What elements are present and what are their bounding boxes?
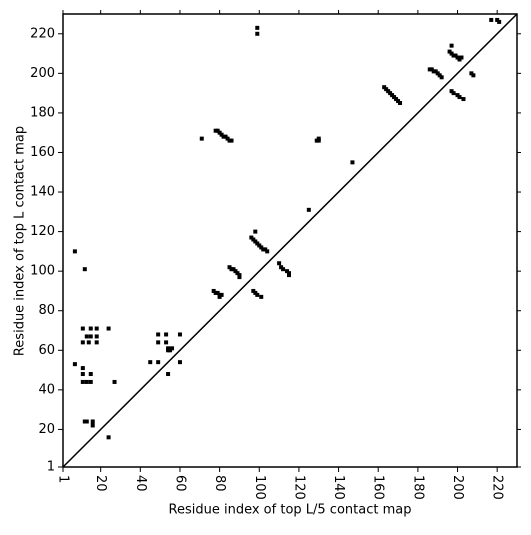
x-tick-label: 160 <box>371 475 386 500</box>
contact-point <box>166 346 171 351</box>
x-axis-label: Residue index of top L/5 contact map <box>169 503 412 518</box>
contact-point <box>72 249 77 254</box>
contact-point <box>497 19 502 24</box>
y-tick-label: 180 <box>30 105 55 120</box>
contact-point <box>106 326 111 331</box>
contact-point <box>88 372 93 377</box>
y-tick-label: 100 <box>30 264 55 279</box>
contact-point <box>94 334 99 339</box>
contact-point <box>88 379 93 384</box>
y-tick-label: 160 <box>30 145 55 160</box>
contact-point <box>287 273 292 278</box>
x-tick-label: 60 <box>172 475 187 492</box>
y-tick-label: 40 <box>38 382 55 397</box>
contact-point <box>459 55 464 60</box>
contact-point <box>451 91 456 96</box>
contact-point <box>106 435 111 440</box>
contact-point <box>156 360 161 365</box>
contact-point <box>449 43 454 48</box>
contact-point <box>156 340 161 345</box>
contact-point <box>84 334 89 339</box>
contact-point <box>457 95 462 100</box>
contact-point <box>255 31 260 36</box>
contact-point <box>166 372 171 377</box>
contact-point <box>80 372 85 377</box>
contact-point <box>199 136 204 141</box>
contact-point <box>461 97 466 102</box>
y-tick-label: 1 <box>47 460 55 475</box>
contact-point <box>259 294 264 299</box>
x-tick-label: 180 <box>410 475 425 500</box>
contact-point <box>156 332 161 337</box>
contact-point <box>80 326 85 331</box>
contact-point <box>80 379 85 384</box>
contact-point <box>148 360 153 365</box>
contact-point <box>439 75 444 80</box>
contact-point <box>88 334 93 339</box>
x-tick-label: 20 <box>93 475 108 492</box>
y-tick-label: 140 <box>30 185 55 200</box>
contact-point <box>94 340 99 345</box>
y-tick-label: 220 <box>30 26 55 41</box>
contact-point <box>90 423 95 428</box>
contact-point <box>86 340 91 345</box>
contact-point <box>177 332 182 337</box>
contact-point <box>350 160 355 165</box>
x-tick-label: 80 <box>212 475 227 492</box>
y-tick-label: 200 <box>30 66 55 81</box>
contact-point <box>112 379 117 384</box>
y-axis-label: Residue index of top L contact map <box>13 126 28 356</box>
contact-point <box>72 362 77 367</box>
contact-point <box>170 346 175 351</box>
contact-point <box>177 360 182 365</box>
contact-point <box>398 101 403 106</box>
contact-point <box>164 332 169 337</box>
x-tick-label: 100 <box>252 475 267 500</box>
contact-point <box>94 326 99 331</box>
contact-point <box>281 267 286 272</box>
y-tick-label: 80 <box>38 303 55 318</box>
contact-point <box>471 73 476 78</box>
contact-point <box>90 419 95 424</box>
contact-point <box>489 17 494 22</box>
contact-point <box>265 249 270 254</box>
contact-point <box>316 136 321 141</box>
contact-point <box>253 229 258 234</box>
contact-point <box>237 275 242 280</box>
contact-point <box>84 379 89 384</box>
contact-point <box>84 419 89 424</box>
x-tick-label: 140 <box>331 475 346 500</box>
x-tick-label: 120 <box>291 475 306 500</box>
contact-point <box>229 138 234 143</box>
diagonal <box>62 13 518 468</box>
contact-point <box>82 267 87 272</box>
contact-point <box>255 292 260 297</box>
contact-point <box>164 340 169 345</box>
y-tick-label: 120 <box>30 224 55 239</box>
x-tick-label: 40 <box>133 475 148 492</box>
contact-point <box>80 366 85 371</box>
contact-point <box>80 340 85 345</box>
x-tick-label: 220 <box>490 475 505 500</box>
plot-frame <box>62 13 518 468</box>
y-tick-label: 20 <box>38 422 55 437</box>
x-tick-label: 1 <box>56 475 71 483</box>
contact-point <box>255 25 260 30</box>
contact-point <box>217 294 222 299</box>
contact-point <box>277 261 282 266</box>
contact-point <box>88 326 93 331</box>
x-tick-label: 200 <box>450 475 465 500</box>
y-tick-label: 60 <box>38 343 55 358</box>
contact-point <box>306 207 311 212</box>
